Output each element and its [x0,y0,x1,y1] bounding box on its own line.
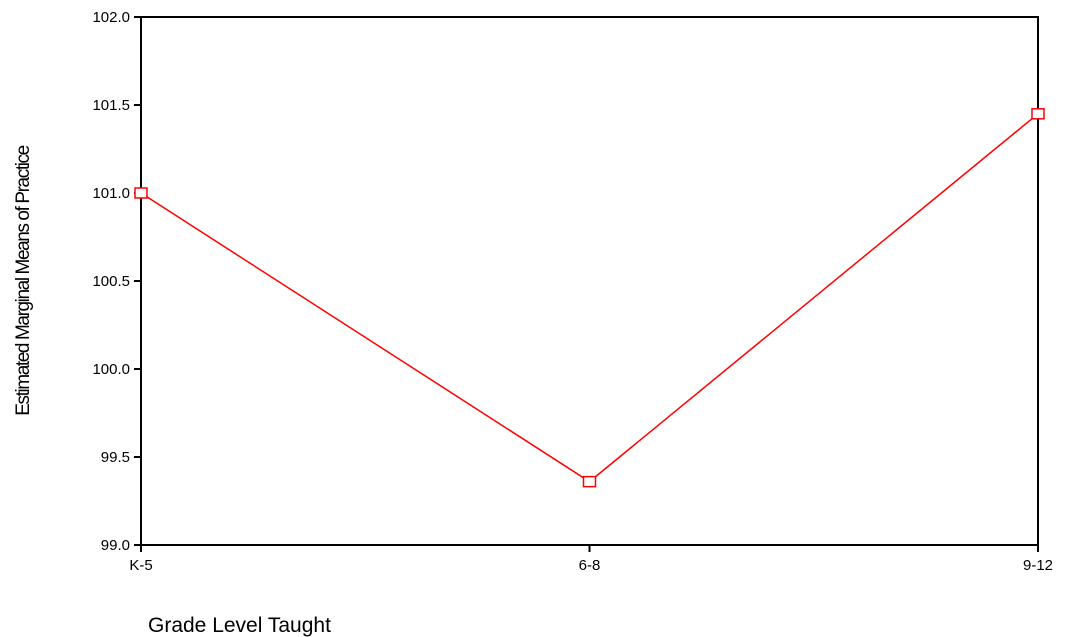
y-tick-label: 99.5 [101,449,130,466]
x-axis-title: Grade Level Taught [148,614,331,637]
y-tick-label: 102.0 [92,9,130,26]
x-tick-label: 6-8 [579,557,601,574]
data-point-marker [582,475,597,488]
x-tick-label: 9-12 [1023,557,1053,574]
x-axis-ticks: K-5 6-8 9-12 [129,545,1053,574]
y-tick-label: 100.5 [92,273,130,290]
series-line [140,113,1039,483]
y-tick-label: 100.0 [92,361,130,378]
y-axis-title: Estimated Marginal Means of Practice [13,145,34,415]
y-axis-ticks: 99.0 99.5 100.0 100.5 101.0 101.5 102.0 [92,9,141,554]
series-markers [134,108,1045,488]
y-tick-label: 101.0 [92,185,130,202]
plot-frame [140,16,1039,546]
data-point-marker [134,187,148,199]
x-tick-label: K-5 [129,557,152,574]
y-tick-label: 99.0 [101,537,130,554]
data-point-marker [1031,108,1045,120]
y-tick-label: 101.5 [92,97,130,114]
